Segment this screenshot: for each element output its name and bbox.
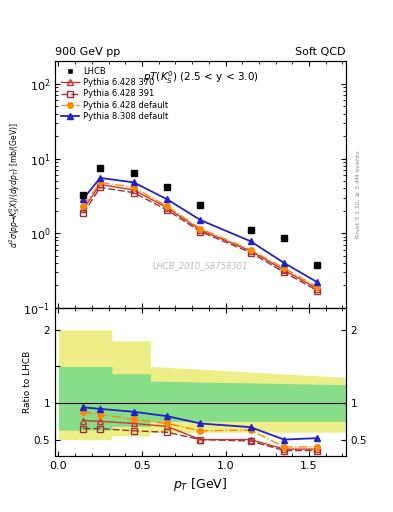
X-axis label: $p_T$ [GeV]: $p_T$ [GeV] <box>173 476 228 493</box>
Text: LHCB_2010_S8758301: LHCB_2010_S8758301 <box>152 262 248 270</box>
Y-axis label: Ratio to LHCB: Ratio to LHCB <box>23 351 32 413</box>
Legend: LHCB, Pythia 6.428 370, Pythia 6.428 391, Pythia 6.428 default, Pythia 8.308 def: LHCB, Pythia 6.428 370, Pythia 6.428 391… <box>57 64 172 124</box>
Text: Rivet 3.1.10, ≥ 3.4M events: Rivet 3.1.10, ≥ 3.4M events <box>356 151 361 239</box>
Text: Soft QCD: Soft QCD <box>296 47 346 56</box>
Text: 900 GeV pp: 900 GeV pp <box>55 47 120 56</box>
Text: $pT(K^0_S)$ (2.5 < y < 3.0): $pT(K^0_S)$ (2.5 < y < 3.0) <box>143 69 258 86</box>
Y-axis label: $d^2\sigma\mathit{(pp}$$\!\!\rightarrow\!\!$$K^0_S X) / \mathit{(dydp_T)}$ [mb/(: $d^2\sigma\mathit{(pp}$$\!\!\rightarrow\… <box>7 122 22 248</box>
